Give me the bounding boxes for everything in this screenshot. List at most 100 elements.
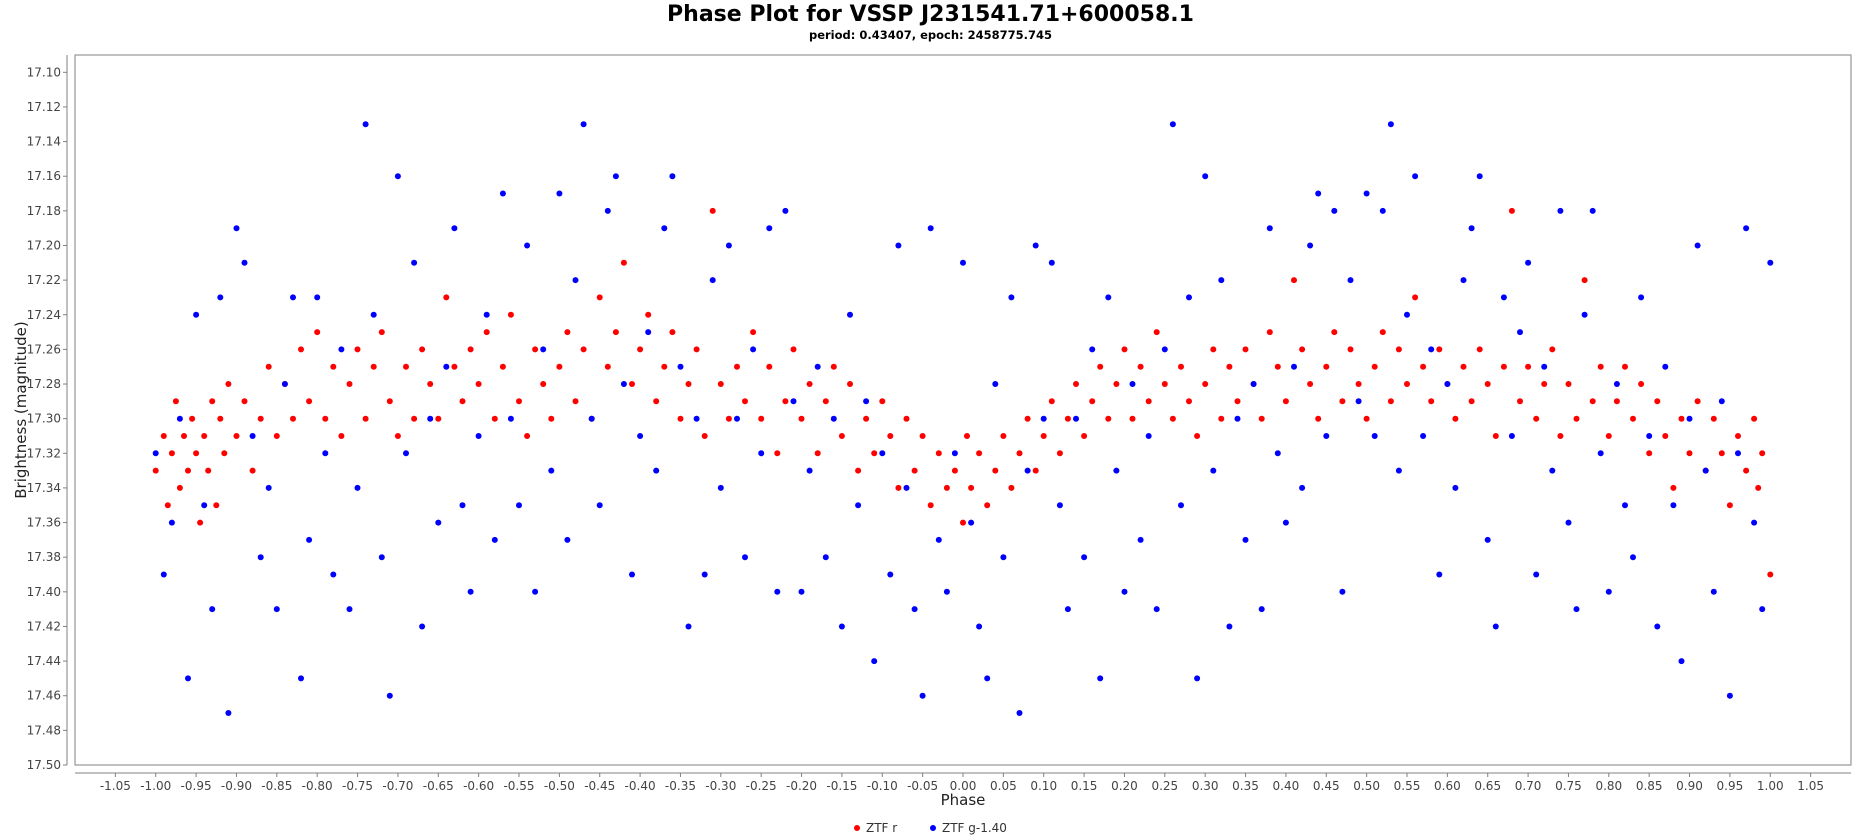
y-tick-label: 17.16 [27,169,61,183]
ztf-r-point [507,311,514,318]
ztf-r-point [830,363,837,370]
ztf-r-point [814,450,821,457]
ztf-g-point [1145,433,1152,439]
ztf-g-point [1016,710,1023,716]
ztf-g-point [1153,606,1160,613]
ztf-g-point [1064,606,1071,613]
x-tick-label: 0.70 [1515,779,1542,793]
x-tick-label: -0.40 [625,779,656,793]
x-tick-label: -0.65 [423,779,454,793]
ztf-g-point [1048,259,1055,266]
ztf-r-point [1428,398,1435,405]
ztf-g-point [879,450,886,457]
ztf-r-point [370,363,377,370]
ztf-r-point [330,363,337,370]
ztf-r-point [524,433,531,439]
ztf-r-point [1153,329,1160,336]
ztf-g-point [1638,294,1645,301]
ztf-g-point [1533,571,1540,578]
ztf-g-point [1726,692,1733,699]
ztf-g-point [1194,675,1201,682]
ztf-g-point [1291,363,1297,370]
ztf-r-point [221,450,228,457]
ztf-r-point [766,363,773,370]
ztf-g-point [968,519,975,526]
ztf-g-point [1404,311,1410,318]
x-tick-label: 0.00 [950,779,977,793]
ztf-g-point [1113,467,1120,474]
ztf-g-point [1129,381,1136,387]
ztf-g-point [1767,259,1774,266]
ztf-g-point [701,571,708,578]
ztf-r-point [427,381,434,387]
ztf-r-point [1694,398,1701,405]
ztf-r-point [322,415,329,422]
ztf-r-point [1420,363,1427,370]
ztf-g-point [1702,467,1709,474]
x-tick-label: 0.25 [1151,779,1178,793]
ztf-r-point [855,467,862,474]
ztf-g-point [168,519,175,526]
ztf-r-point [758,415,765,422]
ztf-r-point [774,450,781,457]
ztf-r-point [443,294,450,301]
ztf-r-point [1032,467,1039,474]
ztf-g-point [734,415,740,422]
x-tick-label: -0.70 [382,779,413,793]
ztf-g-point [1161,346,1168,353]
ztf-g-point [394,173,401,180]
ztf-r-point [951,467,958,474]
ztf-r-point [467,346,474,353]
x-tick-label: -0.80 [302,779,333,793]
x-tick-label: 0.15 [1071,779,1098,793]
y-tick-label: 17.50 [27,758,61,772]
ztf-g-point [830,415,837,422]
ztf-r-point [822,398,829,405]
ztf-g-point [814,363,821,370]
ztf-g-point [1121,588,1128,595]
ztf-g-point [620,381,627,387]
ztf-r-point [314,329,321,336]
x-tick-label: 1.00 [1757,779,1784,793]
ztf-g-point [847,311,853,318]
ztf-g-point [725,242,732,249]
ztf-r-point [548,415,555,422]
ztf-r-point [1226,363,1233,370]
x-tick-label: -1.00 [140,779,171,793]
ztf-r-point [213,502,220,509]
ztf-g-point [491,536,498,543]
y-tick-label: 17.30 [27,412,61,426]
x-tick-label: 0.95 [1717,779,1744,793]
ztf-g-point [863,398,870,405]
ztf-r-point [1508,207,1515,214]
ztf-r-point [1549,346,1556,353]
ztf-r-point [1743,467,1750,474]
ztf-g-point [1226,623,1233,630]
ztf-r-point [1613,398,1620,405]
ztf-r-point [685,381,692,387]
ztf-r-point [217,415,224,422]
ztf-r-point [903,415,910,422]
y-tick-label: 17.10 [27,65,61,79]
ztf-g-point [241,259,248,266]
ztf-g-point [1573,606,1580,613]
ztf-g-point [750,346,757,353]
ztf-g-point [709,277,716,284]
x-axis-ticks: -1.05 -1.00 -0.95 -0.90 -0.85 -0.80 -0.75 -0.70… [100,773,1824,793]
ztf-r-point [419,346,426,353]
ztf-r-point [1678,415,1685,422]
ztf-g-point [572,277,579,284]
ztf-g-point [1323,433,1330,439]
x-tick-label: 0.75 [1555,779,1582,793]
ztf-r-point [168,450,175,457]
ztf-g-point [1484,536,1491,543]
ztf-g-point [685,623,692,630]
ztf-g-point [1032,242,1039,249]
ztf-r-point [1533,415,1540,422]
x-tick-label: -0.60 [463,779,494,793]
x-tick-label: -0.75 [342,779,373,793]
ztf-r-point [1557,433,1564,439]
ztf-r-point [249,467,256,474]
x-tick-label: 0.40 [1273,779,1300,793]
ztf-r-point [1113,381,1120,387]
